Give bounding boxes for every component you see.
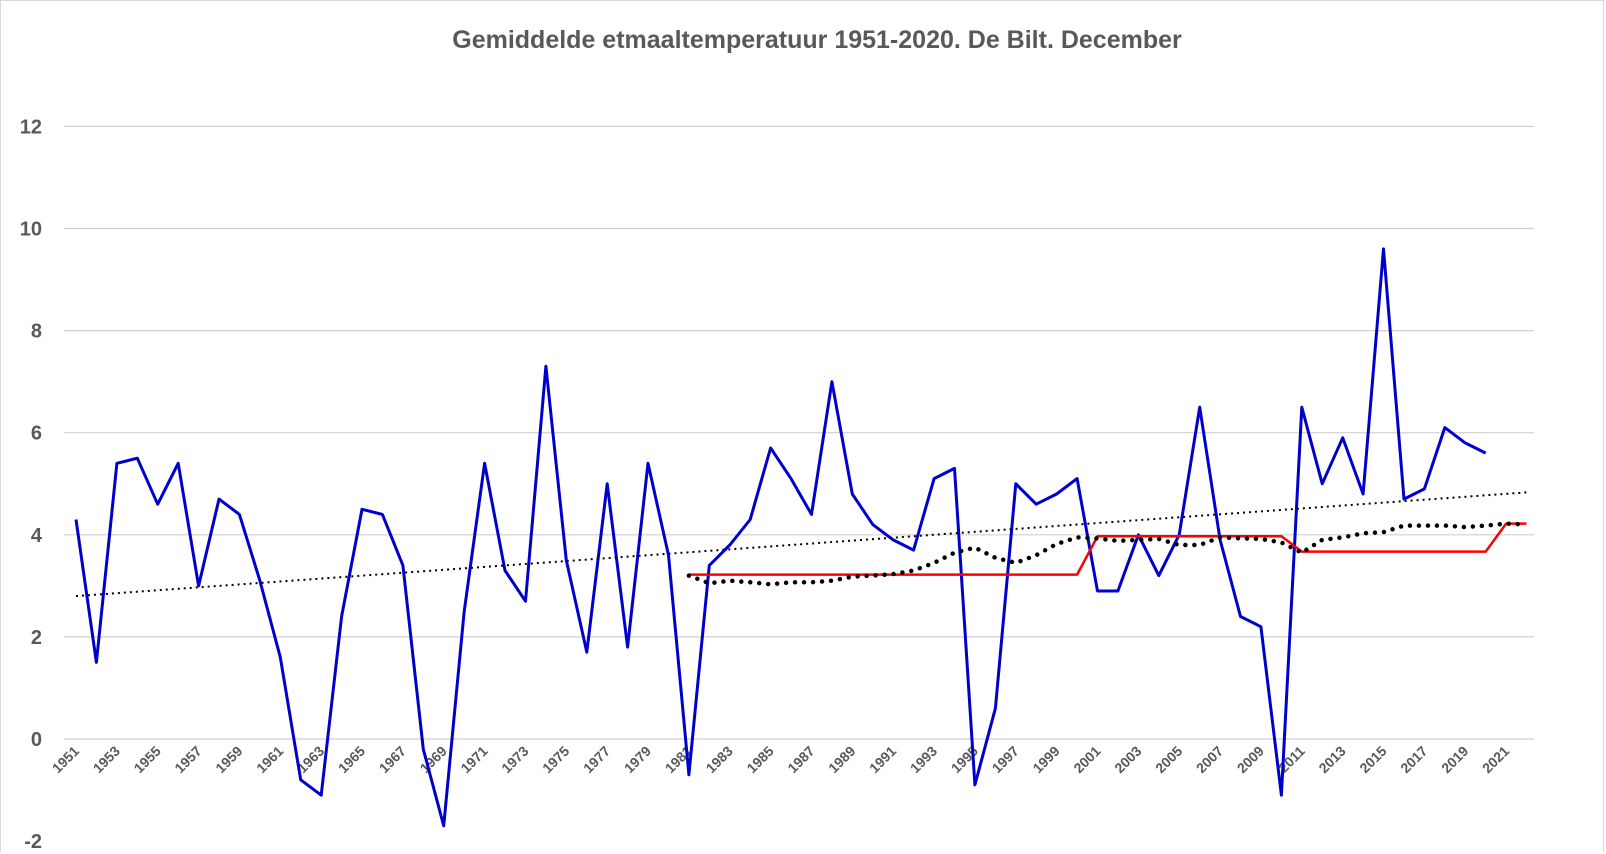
- x-tick-label: 1969: [417, 743, 450, 776]
- x-tick-label: 2015: [1356, 743, 1389, 776]
- x-tick-label: 1959: [212, 743, 245, 776]
- x-tick-label: 2019: [1438, 743, 1471, 776]
- x-tick-label: 2013: [1315, 743, 1348, 776]
- x-tick-label: 2009: [1234, 743, 1267, 776]
- x-tick-label: 1999: [1029, 743, 1062, 776]
- y-tick-label: -2: [24, 831, 42, 853]
- x-tick-label: 1955: [130, 743, 163, 776]
- x-tick-label: 1973: [498, 743, 531, 776]
- x-tick-label: 1971: [457, 743, 490, 776]
- x-tick-label: 1977: [580, 743, 613, 776]
- x-tick-label: 2011: [1275, 743, 1308, 776]
- x-tick-label: 1987: [784, 743, 817, 776]
- x-tick-label: 2007: [1193, 743, 1226, 776]
- x-tick-label: 1951: [49, 743, 82, 776]
- series-temperature-line: [74, 247, 1487, 828]
- x-tick-label: 1995: [948, 743, 981, 776]
- y-tick-label: 8: [31, 321, 42, 343]
- series-trendline: [75, 491, 1527, 598]
- x-tick-label: 1961: [253, 743, 286, 776]
- x-tick-label: 1965: [335, 743, 368, 776]
- chart-title: Gemiddelde etmaaltemperatuur 1951-2020. …: [452, 26, 1182, 54]
- x-axis-ticks: 1951 1953 1955 1957 1959 1961 1963 1965 1967 1969…: [49, 743, 1513, 776]
- x-tick-label: 1985: [743, 743, 776, 776]
- x-tick-label: 2021: [1479, 743, 1512, 776]
- x-tick-label: 1979: [621, 743, 654, 776]
- series-step-average-line: [688, 522, 1527, 576]
- x-tick-label: 2001: [1070, 743, 1103, 776]
- x-tick-label: 1993: [907, 743, 940, 776]
- gridlines: [64, 125, 1534, 740]
- x-tick-label: 1975: [539, 743, 572, 776]
- x-tick-label: 1997: [989, 743, 1022, 776]
- y-tick-label: 2: [31, 627, 42, 649]
- y-axis-ticks: -2 0 2 4 6 8 10 12: [20, 116, 43, 853]
- x-tick-label: 1967: [376, 743, 409, 776]
- series-group: [74, 247, 1529, 828]
- y-tick-label: 0: [31, 729, 42, 751]
- x-tick-label: 1983: [703, 743, 736, 776]
- x-tick-label: 2005: [1152, 743, 1185, 776]
- x-tick-label: 1957: [171, 743, 204, 776]
- x-tick-label: 1953: [90, 743, 123, 776]
- x-tick-label: 2003: [1111, 743, 1144, 776]
- y-tick-label: 4: [31, 525, 43, 547]
- x-tick-label: 1989: [825, 743, 858, 776]
- x-tick-label: 1991: [866, 743, 899, 776]
- y-tick-label: 10: [20, 219, 42, 241]
- y-tick-label: 12: [20, 116, 42, 138]
- y-tick-label: 6: [31, 423, 42, 445]
- x-tick-label: 2017: [1397, 743, 1430, 776]
